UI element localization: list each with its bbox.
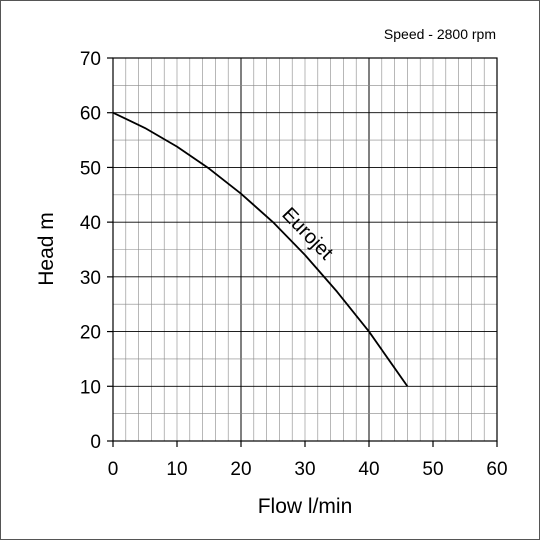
x-tick-label: 50 xyxy=(422,459,443,480)
tick-labels: 0 10 20 30 40 50 60 0 10 20 30 40 50 60 70 xyxy=(80,49,508,480)
grid xyxy=(112,57,498,442)
x-tick-label: 10 xyxy=(166,459,187,480)
y-tick-label: 10 xyxy=(80,377,101,398)
y-axis-title: Head m xyxy=(35,212,58,286)
x-tick-label: 20 xyxy=(230,459,251,480)
y-tick-label: 0 xyxy=(90,432,101,453)
x-tick-label: 0 xyxy=(108,459,119,480)
y-tick-label: 20 xyxy=(80,323,101,344)
series-label-eurojet: Eurojet xyxy=(277,203,337,264)
x-tick-label: 40 xyxy=(358,459,379,480)
y-tick-label: 30 xyxy=(80,268,101,289)
y-tick-label: 70 xyxy=(80,49,101,70)
series-layer xyxy=(112,111,409,387)
series-line-eurojet xyxy=(112,111,409,387)
speed-annotation: Speed - 2800 rpm xyxy=(384,26,496,42)
x-axis-title: Flow l/min xyxy=(258,495,353,518)
y-tick-label: 40 xyxy=(80,213,101,234)
y-tick-label: 60 xyxy=(80,104,101,125)
y-tick-label: 50 xyxy=(80,158,101,179)
x-tick-label: 30 xyxy=(294,459,315,480)
x-tick-label: 60 xyxy=(486,459,507,480)
